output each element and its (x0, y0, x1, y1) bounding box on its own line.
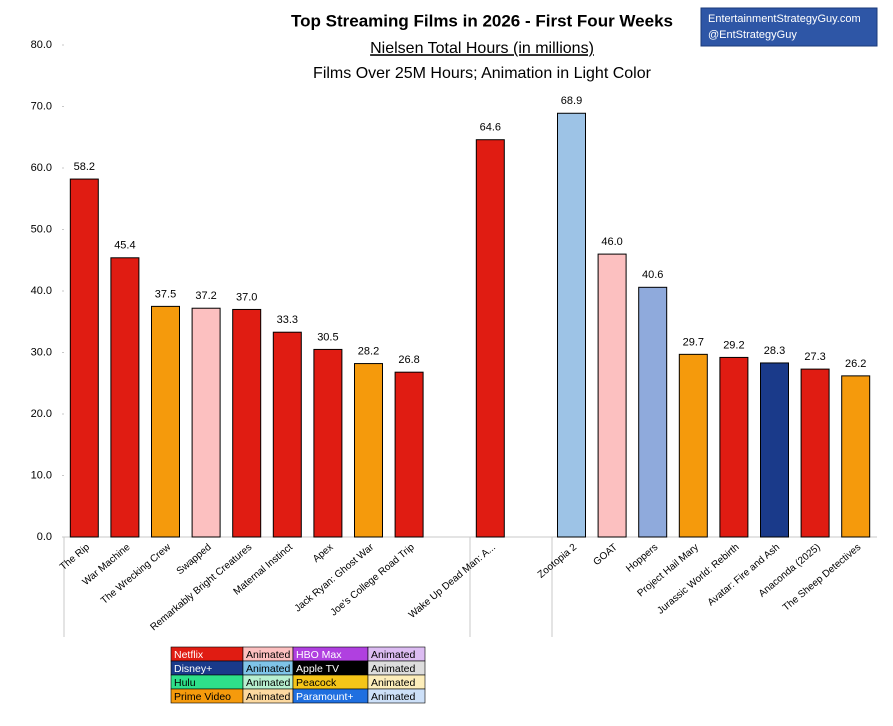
chart-subtitle: Nielsen Total Hours (in millions) (370, 40, 594, 57)
x-tick-label: The Sheep Detectives (781, 542, 863, 614)
bar (678, 353, 708, 538)
credit-box (700, 7, 878, 47)
legend-cell (367, 688, 426, 704)
legend-label: Animated (246, 691, 291, 703)
bar (69, 178, 99, 538)
x-tick-label: Zootopia 2 (536, 542, 580, 581)
legend-label: Netflix (174, 649, 204, 661)
x-tick-label: Jurassic World: Rebirth (655, 542, 741, 617)
x-tick-label: Apex (311, 542, 336, 565)
x-tick-label: GOAT (592, 542, 620, 568)
legend-label: Animated (246, 649, 291, 661)
y-tick-label: 50.0 (31, 223, 52, 235)
bar (841, 375, 871, 538)
x-tick-label: Avatar: Fire and Ash (706, 542, 782, 609)
x-tick-label: Joe's College Road Trip (329, 542, 417, 619)
credit-text: EntertainmentStrategyGuy.com (708, 13, 861, 25)
value-label: 37.0 (236, 291, 257, 303)
legend-label: Animated (246, 663, 291, 675)
y-tick-label: 10.0 (31, 469, 52, 481)
value-label: 64.6 (480, 122, 501, 134)
y-tick-label: 70.0 (31, 100, 52, 112)
value-label: 45.4 (114, 240, 135, 252)
bar (232, 308, 262, 538)
x-tick-label: Hoppers (624, 542, 660, 575)
bar (272, 331, 302, 538)
value-label: 28.2 (358, 345, 379, 357)
value-label: 26.8 (398, 354, 419, 366)
y-tick-label: 20.0 (31, 408, 52, 420)
bar (354, 363, 383, 538)
value-label: 68.9 (561, 95, 582, 107)
bar (394, 371, 424, 538)
y-tick-label: 30.0 (31, 346, 52, 358)
x-tick-label: The Wrecking Crew (99, 541, 174, 606)
x-tick-label: Wake Up Dead Man: A... (407, 542, 498, 621)
bar (110, 257, 140, 538)
y-tick-label: 40.0 (31, 285, 52, 297)
value-label: 33.3 (277, 314, 298, 326)
legend-label: HBO Max (296, 649, 342, 661)
legend-label: Animated (246, 677, 291, 689)
credit-text: @EntStrategyGuy (708, 29, 797, 41)
bar (151, 305, 180, 538)
bar (760, 362, 789, 538)
value-label: 46.0 (601, 236, 622, 248)
bar (191, 307, 221, 538)
legend-label: Animated (371, 691, 416, 703)
value-label: 37.5 (155, 288, 176, 300)
y-tick-label: 60.0 (31, 162, 52, 174)
legend-label: Animated (371, 677, 416, 689)
x-tick-label: The Rip (58, 542, 92, 573)
legend-label: Peacock (296, 677, 337, 689)
legend-label: Animated (371, 663, 416, 675)
bar (597, 253, 627, 538)
value-label: 27.3 (804, 351, 825, 363)
y-tick-label: 80.0 (31, 39, 52, 51)
x-tick-label: Jack Ryan: Ghost War (293, 541, 377, 614)
chart-note: Films Over 25M Hours; Animation in Light… (313, 65, 652, 82)
value-label: 28.3 (764, 345, 785, 357)
value-label: 40.6 (642, 269, 663, 281)
value-label: 30.5 (317, 331, 338, 343)
legend-label: Animated (371, 649, 416, 661)
legend-label: Hulu (174, 677, 196, 689)
y-tick-label: 0.0 (37, 531, 52, 543)
x-tick-label: Swapped (175, 542, 214, 577)
value-label: 29.7 (683, 336, 704, 348)
bar (800, 368, 830, 538)
bar (313, 348, 343, 538)
value-label: 37.2 (195, 290, 216, 302)
bar (638, 286, 668, 538)
bar (475, 139, 505, 538)
bar (719, 356, 749, 538)
legend-label: Paramount+ (296, 691, 354, 703)
value-label: 58.2 (74, 161, 95, 173)
bar (557, 112, 586, 538)
legend-label: Disney+ (174, 663, 212, 675)
legend-label: Prime Video (174, 691, 231, 703)
value-label: 29.2 (723, 339, 744, 351)
legend-label: Apple TV (296, 663, 339, 675)
chart-title: Top Streaming Films in 2026 - First Four… (291, 11, 673, 30)
value-label: 26.2 (845, 358, 866, 370)
